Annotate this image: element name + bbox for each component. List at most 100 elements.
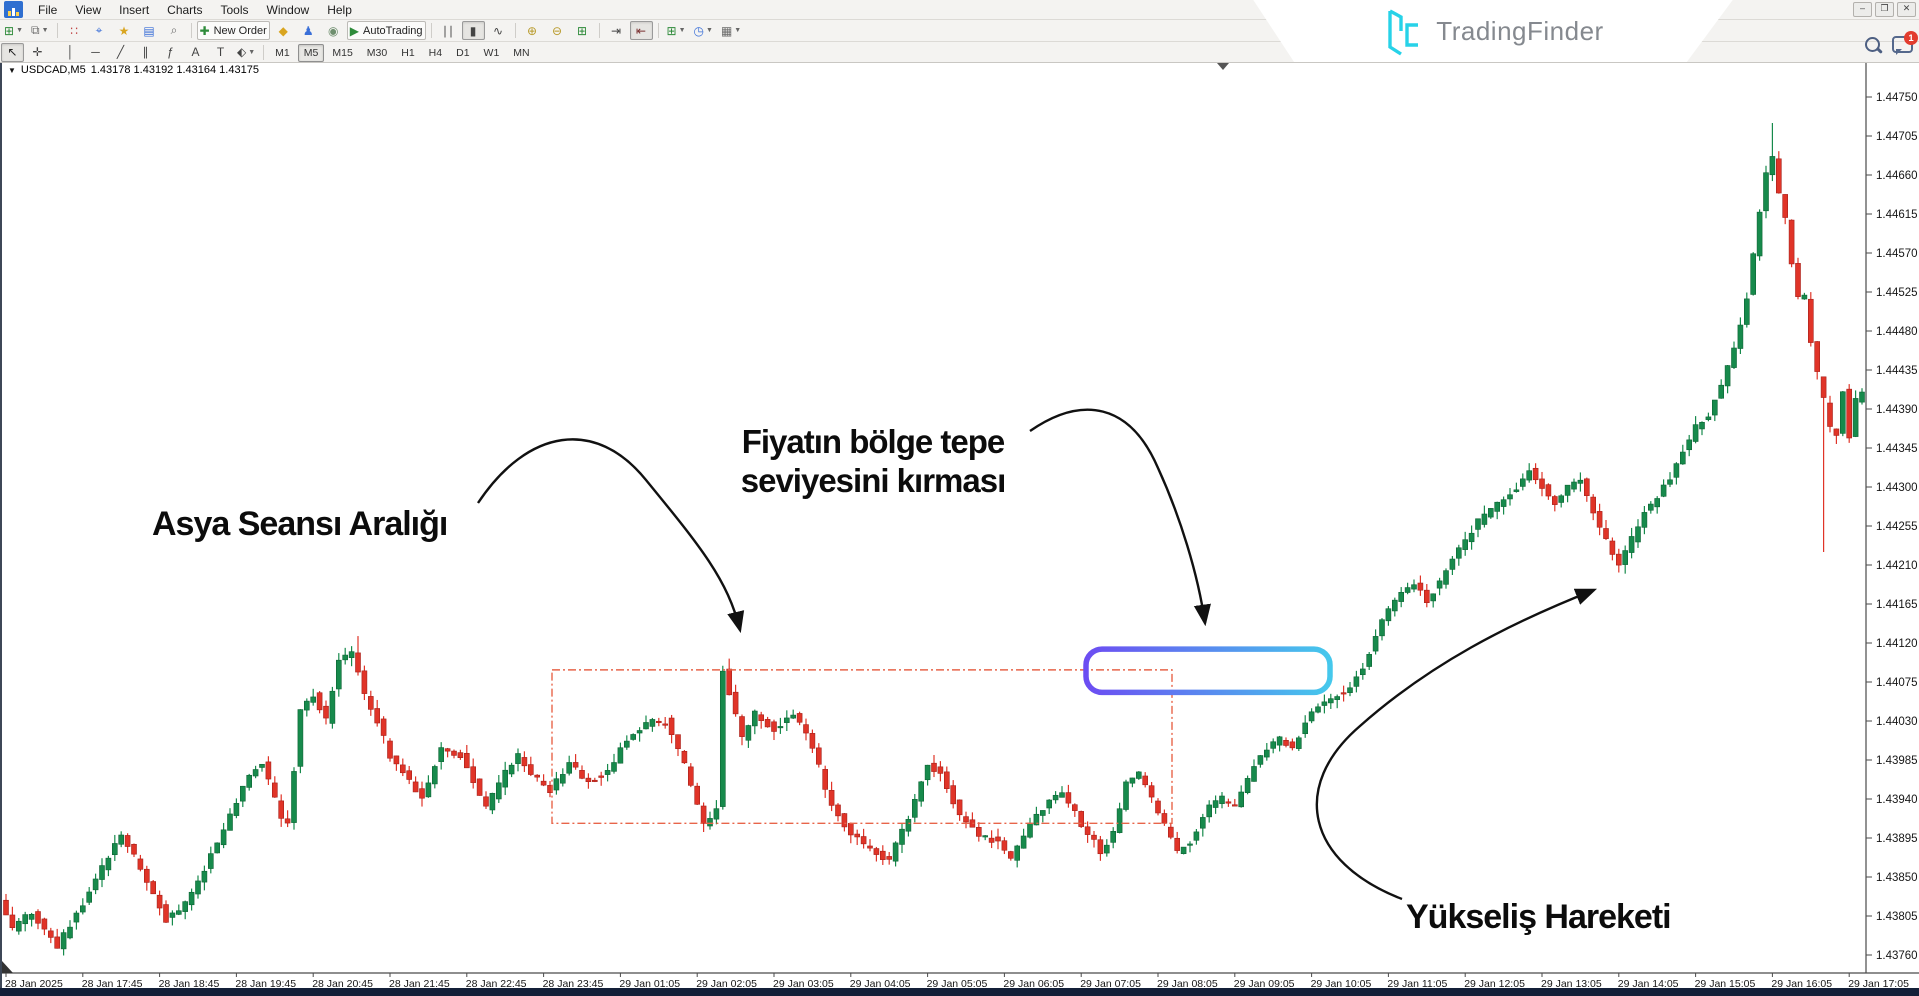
candle-body: [1091, 834, 1097, 840]
notification-badge: 1: [1904, 31, 1918, 45]
line-chart-mode-button[interactable]: ∿: [487, 21, 510, 40]
close-button[interactable]: ✕: [1897, 2, 1916, 17]
text-label-tool-button[interactable]: T: [209, 43, 232, 62]
candle-body: [118, 834, 124, 845]
chart-profiles-button[interactable]: ⧉ ▼: [28, 21, 52, 40]
asian-range-label[interactable]: Asya Seansı Aralığı: [152, 505, 448, 543]
price-tick-label: 1.43985: [1876, 755, 1918, 767]
menu-view[interactable]: View: [75, 2, 102, 17]
menu-help[interactable]: Help: [327, 2, 352, 17]
candle-body: [1673, 463, 1680, 478]
timeframe-mn-button[interactable]: MN: [513, 46, 530, 59]
candle-body: [323, 705, 329, 719]
timeframe-m5-button[interactable]: M5: [297, 43, 325, 62]
candle-body: [1788, 219, 1795, 265]
strategy-tester-button[interactable]: ⌕: [163, 21, 186, 40]
candle-body: [1814, 341, 1820, 372]
timeframe-m1-button[interactable]: M1: [275, 46, 290, 59]
periods-button[interactable]: ◷ ▼: [691, 21, 716, 40]
bullish-move-label[interactable]: Yükseliş Hareketi: [1406, 898, 1672, 936]
chevron-down-icon[interactable]: ▼: [16, 27, 23, 34]
cursor-tool-button[interactable]: ↖: [1, 42, 24, 62]
asian-range-arrow[interactable]: [477, 438, 745, 634]
bar-chart-mode-button[interactable]: ∣∣: [437, 21, 460, 40]
timeframe-m15-button[interactable]: M15: [332, 46, 353, 59]
auto-scroll-button[interactable]: ⇥: [605, 21, 628, 40]
data-window-button[interactable]: ⌖: [88, 21, 111, 40]
shapes-tool-button[interactable]: ⬖ ▼: [234, 43, 258, 62]
templates-icon: ▦: [720, 23, 733, 38]
sounds-button[interactable]: ◉: [322, 21, 345, 40]
equidistant-channel-tool-button[interactable]: ∥: [134, 43, 157, 62]
timeframe-m30-button[interactable]: M30: [366, 46, 388, 59]
breakout-arrow[interactable]: [1029, 408, 1211, 627]
timeframe-d1-button[interactable]: D1: [456, 46, 470, 59]
candle-body: [502, 769, 509, 788]
chart-shift-marker[interactable]: [1217, 63, 1229, 70]
zoom-in-button[interactable]: ⊕: [521, 21, 544, 40]
new-order-button[interactable]: ✚ New Order: [196, 21, 270, 40]
tile-windows-button[interactable]: ⊞: [571, 21, 594, 40]
timeframe-w1-button[interactable]: W1: [483, 46, 500, 59]
candle-body: [719, 670, 726, 807]
timeframe-h4-button[interactable]: H4: [428, 46, 443, 59]
mql5-community-button[interactable]: ♟: [297, 21, 320, 40]
candle-body: [1750, 253, 1756, 295]
candle-body: [1148, 785, 1155, 798]
terminal-button[interactable]: ▤: [138, 21, 161, 40]
chevron-down-icon[interactable]: ▼: [248, 48, 256, 56]
metaeditor-button[interactable]: ◆: [272, 21, 295, 40]
templates-button[interactable]: ▦ ▼: [718, 21, 744, 40]
chevron-down-icon[interactable]: ▼: [706, 27, 713, 34]
trendline-tool-button[interactable]: ╱: [109, 43, 132, 62]
breakout-label[interactable]: Fiyatın bölge tepe seviyesini kırması: [740, 423, 1007, 499]
chat-icon[interactable]: 1: [1892, 31, 1918, 53]
menu-tools[interactable]: Tools: [220, 2, 249, 17]
timeframe-h1-button[interactable]: H1: [401, 46, 415, 59]
time-tick-label: 28 Jan 21:45: [389, 978, 450, 990]
chevron-down-icon[interactable]: ▼: [734, 27, 742, 34]
navigator-button[interactable]: ★: [113, 21, 136, 40]
autotrading-button[interactable]: ▶ AutoTrading: [346, 21, 426, 40]
chevron-down-icon: ▼: [8, 65, 16, 75]
candle-body: [828, 790, 835, 806]
candle-body: [1840, 391, 1846, 434]
candle-body: [329, 690, 336, 724]
candle-body: [963, 816, 969, 823]
text-tool-button[interactable]: A: [184, 43, 207, 62]
asian-session-box[interactable]: [551, 669, 1173, 824]
fibonacci-tool-button[interactable]: ƒ: [159, 43, 182, 62]
crosshair-tool-button[interactable]: ✛: [26, 43, 49, 62]
candle-body: [1168, 826, 1174, 838]
price-tick-label: 1.44210: [1876, 560, 1918, 572]
menu-file[interactable]: File: [38, 2, 58, 17]
candle-body: [777, 726, 784, 729]
search-icon[interactable]: [1865, 37, 1880, 52]
menu-charts[interactable]: Charts: [167, 2, 203, 17]
new-chart-button[interactable]: ⊞ ▼: [1, 21, 26, 40]
restore-button[interactable]: ❐: [1875, 2, 1894, 17]
chevron-down-icon[interactable]: ▼: [41, 27, 49, 34]
menu-window[interactable]: Window: [266, 2, 310, 17]
candlestick-mode-button[interactable]: ▮: [461, 21, 485, 40]
time-tick-label: 28 Jan 17:45: [82, 978, 143, 990]
menu-insert[interactable]: Insert: [119, 2, 150, 17]
horizontal-line-tool-button[interactable]: ─: [84, 43, 107, 62]
breakout-zone-box[interactable]: [1083, 646, 1333, 696]
symbol-ohlc-line[interactable]: ▼ USDCAD,M5 1.43178 1.43192 1.43164 1.43…: [8, 64, 259, 76]
candle-body: [1142, 775, 1148, 786]
indicators-button[interactable]: ⊞ ▼: [664, 21, 689, 40]
candle-body: [508, 764, 515, 775]
candle-body: [28, 913, 35, 920]
bullish-move-arrow[interactable]: [1315, 588, 1598, 901]
chart-shift-button[interactable]: ⇤: [629, 21, 653, 40]
minimize-button[interactable]: –: [1853, 2, 1872, 17]
chevron-down-icon[interactable]: ▼: [678, 27, 686, 34]
zoom-out-button[interactable]: ⊖: [546, 21, 569, 40]
candle-body: [1609, 540, 1616, 555]
candle-body: [534, 774, 541, 778]
candle-body: [1718, 384, 1724, 399]
market-watch-button[interactable]: ∷: [63, 21, 86, 40]
vertical-line-tool-button[interactable]: │: [59, 43, 82, 62]
